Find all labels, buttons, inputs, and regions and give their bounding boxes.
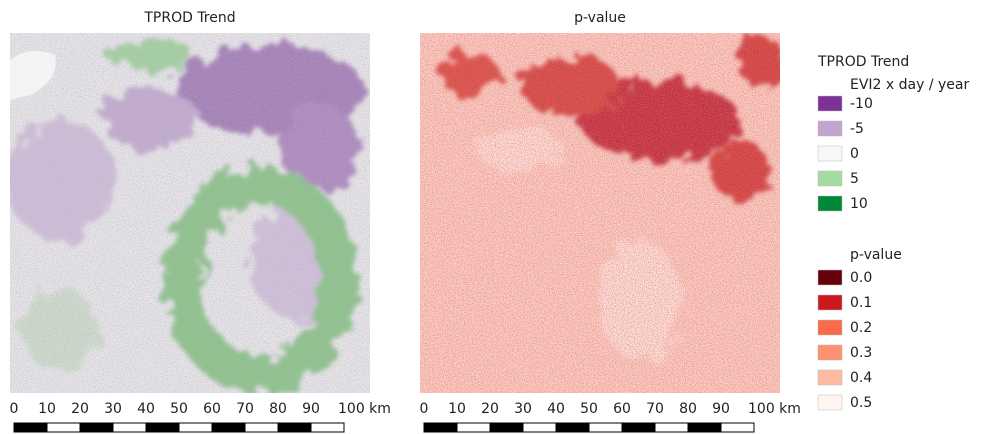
legend-swatch [817,269,843,286]
scale-segment [654,422,689,433]
scale-segment [621,422,656,433]
scale-segment [720,422,755,433]
legend-subtitle: EVI2 x day / year [850,77,969,93]
scale-segment [178,422,213,433]
scale-segment [555,422,590,433]
legend-swatch [817,195,843,212]
scale-segment [211,422,246,433]
legend-title: TPROD Trend [817,54,909,70]
legend-swatch [817,344,843,361]
scale-label: 100 km [748,401,801,417]
scale-label: 50 [580,401,598,417]
legend-label: 0.5 [850,395,872,411]
legend-swatch [817,120,843,137]
scale-segment [423,422,458,433]
legend-label: 0.1 [850,295,872,311]
scale-segment [79,422,114,433]
scale-label: 100 km [338,401,391,417]
scale-label: 70 [236,401,254,417]
scale-label: 10 [38,401,56,417]
scale-label: 40 [547,401,565,417]
scale-segment [456,422,491,433]
scale-label: 10 [448,401,466,417]
map-title: TPROD Trend [143,10,235,26]
scale-segment [46,422,81,433]
legend-swatch [817,145,843,162]
legend-label: 0.3 [850,345,872,361]
scale-label: 0 [10,401,19,417]
legend-label: 0.2 [850,320,872,336]
legend-label: 0 [850,146,859,162]
p-value-map [420,33,780,393]
scale-label: 90 [302,401,320,417]
scale-label: 20 [481,401,499,417]
scale-label: 30 [514,401,532,417]
scale-label: 80 [269,401,287,417]
scale-label: 80 [679,401,697,417]
scale-segment [145,422,180,433]
legend-label: 5 [850,171,859,187]
scale-segment [13,422,48,433]
scale-segment [277,422,312,433]
legend-label: 0.4 [850,370,872,386]
scale-segment [112,422,147,433]
legend-swatch [817,170,843,187]
scale-label: 90 [712,401,730,417]
scale-label: 30 [104,401,122,417]
trend-map [10,33,370,393]
legend-swatch [817,95,843,112]
legend-swatch [817,294,843,311]
legend-swatch [817,319,843,336]
scale-segment [588,422,623,433]
scale-segment [244,422,279,433]
legend-label: 10 [850,196,868,212]
scale-label: 0 [420,401,429,417]
legend-label: -10 [850,96,873,112]
scale-label: 20 [71,401,89,417]
legend-title: p-value [850,247,902,263]
scale-segment [489,422,524,433]
legend-label: -5 [850,121,864,137]
scale-label: 60 [613,401,631,417]
scale-label: 70 [646,401,664,417]
legend-swatch [817,394,843,411]
scale-segment [310,422,345,433]
scale-label: 60 [203,401,221,417]
scale-segment [687,422,722,433]
legend-label: 0.0 [850,270,872,286]
legend-swatch [817,369,843,386]
map-title: p-value [574,10,626,26]
scale-label: 50 [170,401,188,417]
scale-label: 40 [137,401,155,417]
scale-segment [522,422,557,433]
